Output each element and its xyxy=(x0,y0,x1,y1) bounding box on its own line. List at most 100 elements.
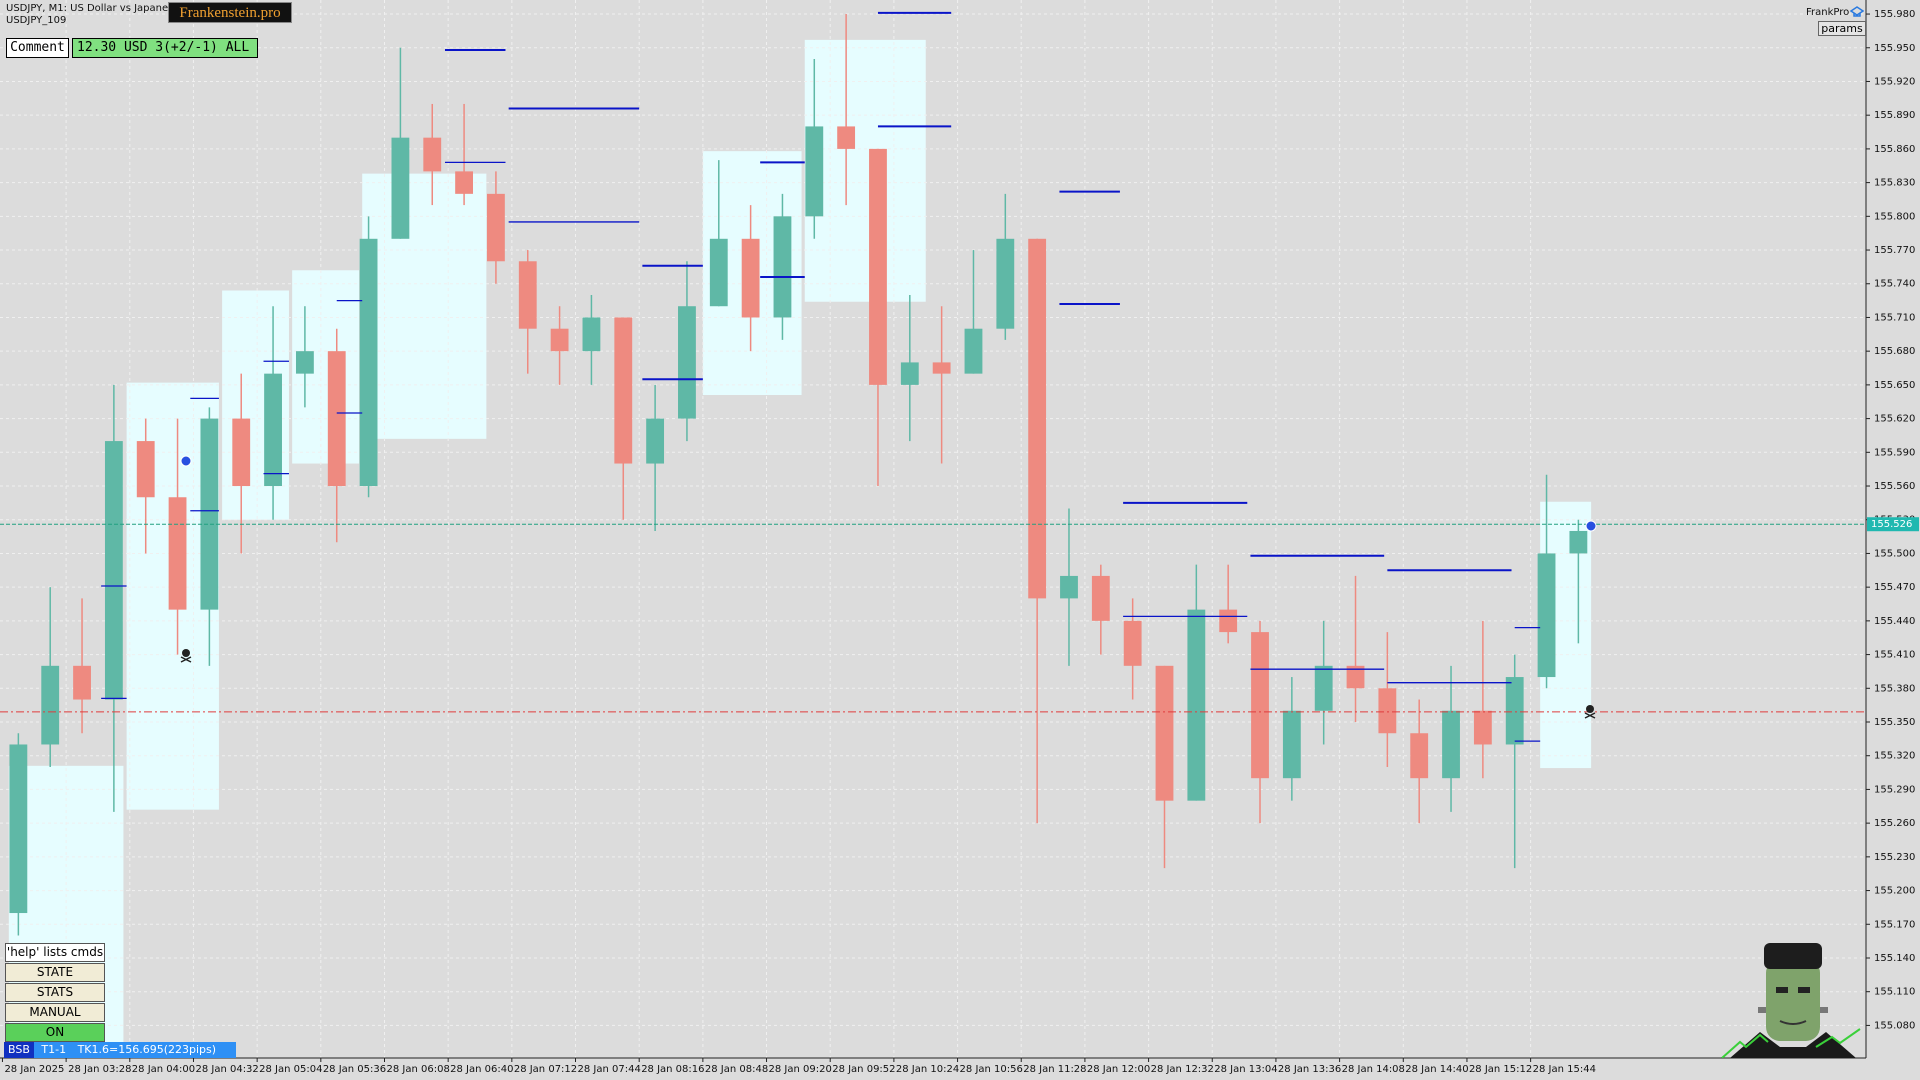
manual-button[interactable]: MANUAL xyxy=(5,1003,105,1022)
x-tick-label: 28 Jan 10:24 xyxy=(896,1064,959,1075)
y-tick-label: 155.800 xyxy=(1874,211,1915,222)
candle-body xyxy=(1091,575,1110,621)
candle-body xyxy=(1251,632,1269,779)
candle-body xyxy=(837,126,856,149)
x-tick-label: 28 Jan 05:36 xyxy=(323,1064,386,1075)
y-tick-label: 155.710 xyxy=(1874,312,1915,323)
y-tick-label: 155.410 xyxy=(1874,650,1915,661)
x-tick-label: 28 Jan 04:00 xyxy=(132,1064,195,1075)
x-tick-label: 28 Jan 14:08 xyxy=(1342,1064,1405,1075)
candle-body xyxy=(9,744,28,914)
candle-body xyxy=(582,317,601,352)
skull-icon xyxy=(1586,705,1594,713)
state-button[interactable]: STATE xyxy=(5,963,105,982)
y-tick-label: 155.740 xyxy=(1874,279,1915,290)
y-tick-label: 155.680 xyxy=(1874,346,1915,357)
candle-body xyxy=(73,665,91,700)
comment-label: Comment xyxy=(6,38,69,58)
candle-body xyxy=(1187,609,1206,801)
y-tick-label: 155.590 xyxy=(1874,447,1915,458)
x-tick-label: 28 Jan 13:04 xyxy=(1214,1064,1277,1075)
candle-body xyxy=(1028,238,1047,599)
comment-value: 12.30 USD 3(+2/-1) ALL xyxy=(72,38,258,58)
x-tick-label: 28 Jan 11:28 xyxy=(1023,1064,1086,1075)
candle-body xyxy=(932,362,951,374)
x-tick-label: 28 Jan 14:40 xyxy=(1405,1064,1468,1075)
y-tick-label: 155.830 xyxy=(1874,178,1915,189)
candle-body xyxy=(1537,553,1556,678)
status-trade: T1-1 xyxy=(41,1043,67,1056)
candle-body xyxy=(136,441,155,498)
trade-marker xyxy=(180,455,192,467)
candle-body xyxy=(646,418,665,464)
y-tick-label: 155.290 xyxy=(1874,784,1915,795)
frankenstein-avatar xyxy=(1721,943,1861,1058)
candle-body xyxy=(614,317,633,464)
x-tick-label: 28 Jan 04:32 xyxy=(195,1064,258,1075)
y-tick-label: 155.920 xyxy=(1874,76,1915,87)
y-tick-label: 155.320 xyxy=(1874,751,1915,762)
x-tick-label: 28 Jan 07:44 xyxy=(578,1064,641,1075)
status-bar: BSB T1-1 TK1.6=156.695(223pips) xyxy=(4,1042,236,1058)
y-tick-label: 155.080 xyxy=(1874,1020,1915,1031)
candle-body xyxy=(1219,609,1238,633)
y-tick-label: 155.350 xyxy=(1874,717,1915,728)
candle-body xyxy=(1569,530,1588,554)
bid-label: 155.526 xyxy=(1871,519,1912,530)
candle-body xyxy=(900,362,919,385)
candle-body xyxy=(964,328,983,374)
x-tick-label: 28 Jan 08:48 xyxy=(705,1064,768,1075)
x-tick-label: 28 Jan 06:08 xyxy=(386,1064,449,1075)
candle-body xyxy=(264,373,282,487)
candle-body xyxy=(1410,733,1429,779)
candle-body xyxy=(168,497,187,610)
help-button[interactable]: 'help' lists cmds xyxy=(5,943,105,962)
y-tick-label: 155.650 xyxy=(1874,380,1915,391)
symbol-line: USDJPY, M1: US Dollar vs Japanese xyxy=(6,3,180,14)
x-tick-label: 28 Jan 09:52 xyxy=(832,1064,895,1075)
x-tick-label: 28 Jan 12:32 xyxy=(1151,1064,1214,1075)
params-button[interactable]: params xyxy=(1818,21,1866,36)
y-tick-label: 155.860 xyxy=(1874,144,1915,155)
skull-bones xyxy=(180,656,192,663)
account: USDJPY_109 xyxy=(6,15,67,26)
bid-label-box xyxy=(1867,517,1919,532)
x-tick-label: 28 Jan 08:16 xyxy=(641,1064,704,1075)
candle-body xyxy=(1314,665,1333,711)
y-tick-label: 155.200 xyxy=(1874,886,1915,897)
y-tick-label: 155.950 xyxy=(1874,43,1915,54)
candle-body xyxy=(455,171,473,194)
y-tick-label: 155.140 xyxy=(1874,953,1915,964)
x-tick-label: 28 Jan 03:28 xyxy=(68,1064,131,1075)
candle-body xyxy=(869,148,887,385)
y-tick-label: 155.770 xyxy=(1874,245,1915,256)
cap-icon xyxy=(1850,6,1864,17)
candle-body xyxy=(391,137,410,239)
candle-body xyxy=(200,418,219,610)
x-tick-label: 28 Jan 15:12 xyxy=(1469,1064,1532,1075)
candle-body xyxy=(773,216,792,318)
candle-body xyxy=(232,418,251,487)
x-tick-label: 28 Jan 10:56 xyxy=(960,1064,1023,1075)
candle-body xyxy=(1378,688,1397,734)
trade-marker xyxy=(1585,520,1597,532)
candle-body xyxy=(41,665,60,745)
x-tick-label: 28 Jan 06:40 xyxy=(450,1064,513,1075)
candle-body xyxy=(1155,665,1174,801)
candle-body xyxy=(741,238,760,318)
on-button[interactable]: ON xyxy=(5,1023,105,1042)
y-tick-label: 155.980 xyxy=(1874,9,1915,20)
candle-body xyxy=(1473,710,1492,745)
brand-badge[interactable]: Frankenstein.pro xyxy=(168,2,292,23)
candle-body xyxy=(327,351,346,487)
candle-body xyxy=(1282,710,1301,779)
stats-button[interactable]: STATS xyxy=(5,983,105,1002)
y-tick-label: 155.110 xyxy=(1874,987,1915,998)
status-target: TK1.6=156.695(223pips) xyxy=(77,1043,217,1056)
range-zone xyxy=(804,39,926,302)
candle-body xyxy=(709,238,728,307)
candle-body xyxy=(1123,620,1142,666)
x-tick-label: 28 Jan 09:20 xyxy=(769,1064,832,1075)
